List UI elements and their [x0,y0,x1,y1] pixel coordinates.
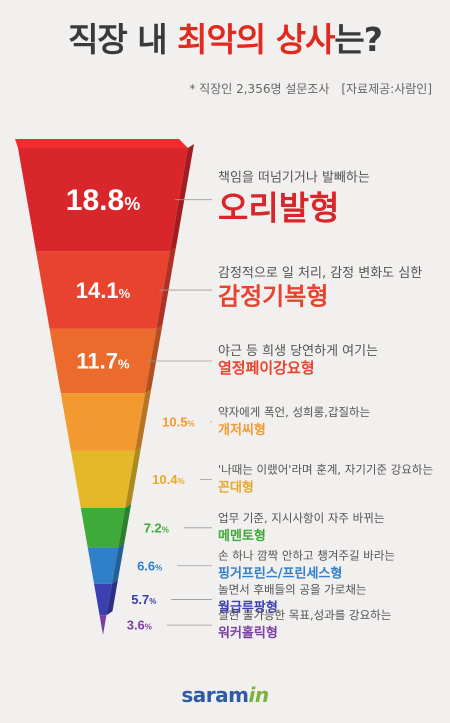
funnel-segment [18,148,188,252]
funnel-segment-side [106,579,118,616]
value-label: 7.2% [144,520,169,535]
type-name: 메멘토형 [218,528,266,544]
value-label: 3.6% [127,618,152,633]
saramin-logo: saramin [181,683,269,707]
type-name: 핑거프린스/프린세스형 [218,566,342,582]
funnel-segment [36,251,170,329]
funnel-segment [94,583,112,616]
type-description: 실현 불가능한 목표,성과를 강요하는 [218,608,391,622]
type-description: 놀면서 후배들의 공을 가로채는 [218,583,367,597]
type-name: 월급루팡형 [218,600,278,616]
funnel-segment-side [111,543,125,584]
type-description: 야근 등 희생 당연하게 여기는 [218,344,378,359]
type-name: 워커홀릭형 [218,625,278,641]
value-label: 6.6% [137,558,162,573]
value-label: 10.5% [162,415,194,430]
type-description: '나때는 이랬어'라며 훈계, 자기기준 강요하는 [218,462,433,476]
funnel-segment [70,450,136,509]
funnel-segment [80,508,126,548]
type-description: 업무 기준, 지시사항이 자주 바뀌는 [218,511,384,525]
type-description: 감정적으로 일 처리, 감정 변화도 심한 [218,266,422,281]
type-name: 꼰대형 [218,479,254,495]
funnel-segment [99,615,107,635]
percent-unit: % [119,286,131,301]
value-label: 18.8% [66,184,140,217]
funnel-segment-side [118,504,132,548]
value-label: 5.7% [131,592,156,607]
funnel-segment-side [156,247,176,329]
type-description: 책임을 떠넘기거나 발빼하는 [218,171,370,186]
percent-unit: % [177,477,184,486]
percent-unit: % [187,420,194,429]
funnel-segment-side [135,389,152,451]
percent-unit: % [155,563,162,572]
funnel-segment [87,547,119,584]
funnel-segment [60,393,146,451]
survey-text: * 직장인 2,356명 설문조사 [189,82,330,96]
funnel-segment-side [145,324,163,394]
type-name: 감정기복형 [218,282,328,310]
survey-note: * 직장인 2,356명 설문조사 [자료제공:사람인] [181,80,432,97]
percent-unit: % [118,357,130,372]
funnel-segment-side [125,446,142,509]
type-description: 손 하나 깜짝 안하고 챙겨주길 바라는 [218,549,395,563]
percent-unit: % [149,597,156,606]
type-name: 오리발형 [218,188,339,227]
type-name: 개저씨형 [218,422,266,438]
type-description: 약자에게 폭언, 성희롱,갑질하는 [218,405,370,419]
funnel-top-face [15,139,188,148]
value-label: 10.4% [152,472,184,487]
type-name: 열정페이강요형 [218,359,315,377]
percent-unit: % [145,623,152,632]
percent-unit: % [124,194,140,214]
percent-unit: % [162,525,169,534]
funnel-segment [49,328,157,394]
source-text: [자료제공:사람인] [341,82,432,96]
funnel-segment-side [169,144,194,252]
page-title: 직장 내 최악의 상사는? [68,20,383,59]
